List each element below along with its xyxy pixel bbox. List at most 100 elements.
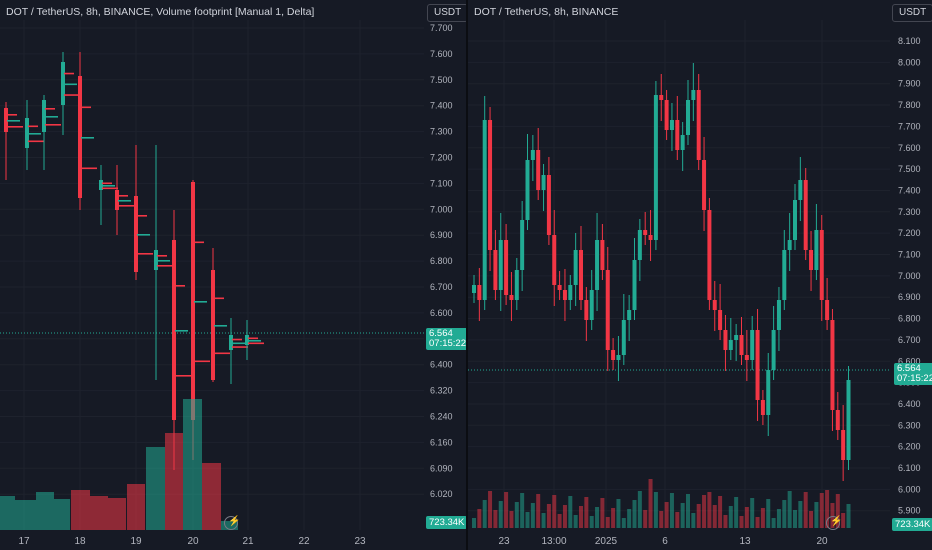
footprint-candle-body <box>99 180 103 190</box>
time-tick-label: 19 <box>130 536 142 547</box>
footprint-level-bar <box>175 285 185 287</box>
price-tick-label: 8.000 <box>898 57 921 67</box>
candle-body <box>648 235 653 240</box>
footprint-level-bar <box>118 195 128 197</box>
candle-body <box>814 230 819 270</box>
time-tick-label: 2025 <box>595 536 618 547</box>
volume-bar <box>653 492 658 528</box>
time-tick-label: 23 <box>354 536 366 547</box>
candle-body <box>579 250 583 300</box>
volume-bar <box>589 516 594 528</box>
time-tick-label: 18 <box>74 536 86 547</box>
footprint-candle-body <box>191 182 195 420</box>
time-tick-label: 13 <box>739 536 751 547</box>
candle-body <box>819 230 824 300</box>
candle-body <box>504 240 509 295</box>
volume-bar <box>696 504 701 528</box>
candle-body <box>755 330 760 400</box>
price-tick-label: 7.100 <box>430 178 453 188</box>
candle-body <box>766 370 771 415</box>
price-tick-label: 6.000 <box>898 484 921 494</box>
volume-bar <box>686 494 690 528</box>
footprint-level-bar <box>28 133 41 135</box>
price-tick-label: 7.200 <box>430 153 453 163</box>
candle-body <box>595 240 600 290</box>
footprint-candle-body <box>211 270 215 380</box>
volume-bar <box>675 512 680 528</box>
candle-body <box>552 235 557 285</box>
volume-bar <box>202 463 221 530</box>
volume-bar <box>632 500 637 528</box>
volume-bar <box>108 498 126 530</box>
candle-body <box>830 320 835 410</box>
footprint-chart-canvas[interactable]: 7.700 7.600 7.500 7.400 7.300 7.200 7.100 7.000… <box>0 0 466 550</box>
last-price-label: 6.564 07:15:22 <box>426 328 469 350</box>
candle-body <box>520 220 525 270</box>
volume-bar <box>702 495 707 528</box>
footprint-level-bar <box>194 241 204 244</box>
candle-body <box>568 285 573 300</box>
footprint-level-bar <box>81 167 97 170</box>
lightning-icon[interactable]: ⚡ <box>826 516 842 530</box>
price-tick-label: 6.800 <box>898 314 921 324</box>
price-tick-label: 7.500 <box>430 75 453 85</box>
price-tick-label: 6.600 <box>898 356 921 366</box>
footprint-level-bar <box>102 185 115 187</box>
volume-bar <box>520 493 525 528</box>
candle-body <box>653 95 658 240</box>
footprint-chart-pane[interactable]: 7.700 7.600 7.500 7.400 7.300 7.200 7.100 7.000… <box>0 0 469 550</box>
candle-body <box>472 285 476 293</box>
volume-bar <box>509 511 514 528</box>
volume-bar <box>595 507 600 528</box>
candle-body <box>536 150 541 190</box>
footprint-level-bar <box>64 72 74 75</box>
volume-bar <box>669 493 674 528</box>
candle-body <box>643 230 648 235</box>
price-tick-label: 6.400 <box>430 360 453 370</box>
price-tick-label: 6.200 <box>898 442 921 452</box>
volume-bar <box>760 508 765 528</box>
volume-bar <box>621 518 626 528</box>
candle-body <box>707 210 712 300</box>
pane-divider[interactable] <box>466 0 468 550</box>
volume-bar <box>525 512 530 528</box>
volume-bar <box>793 510 797 528</box>
time-tick-label: 22 <box>298 536 310 547</box>
volume-bar <box>514 502 519 528</box>
candle-body <box>488 120 493 250</box>
footprint-level-bar <box>102 182 112 185</box>
candle-body <box>589 290 594 320</box>
volume-label: 723.34K <box>892 518 932 531</box>
candle-body <box>680 135 685 150</box>
currency-button[interactable]: USDT <box>892 4 932 22</box>
candlestick-chart-pane[interactable]: 8.100 8.000 7.900 7.800 7.700 7.600 7.500 7.400… <box>468 0 932 550</box>
footprint-level-bar <box>64 94 80 96</box>
volume-bar <box>477 509 482 528</box>
footprint-level-bar <box>45 124 61 126</box>
volume-bar <box>691 513 696 528</box>
lightning-icon[interactable]: ⚡ <box>224 516 240 530</box>
price-tick-label: 5.900 <box>898 506 921 516</box>
price-tick-label: 8.100 <box>898 36 921 46</box>
volume-bar <box>54 499 70 530</box>
candle-body <box>702 160 707 210</box>
footprint-level-bar <box>232 346 248 348</box>
footprint-level-bar <box>214 325 227 327</box>
last-price-value: 6.564 <box>429 328 453 339</box>
volume-label: 723.34K <box>426 516 468 529</box>
volume-bar <box>787 491 792 528</box>
candle-body <box>616 355 621 360</box>
volume-bar <box>552 495 557 528</box>
currency-button[interactable]: USDT <box>427 4 469 22</box>
candle-body <box>825 300 830 320</box>
last-price-label: 6.564 07:15:22 <box>894 363 932 385</box>
footprint-level-bar <box>137 234 150 236</box>
volume-bar <box>643 510 648 528</box>
footprint-level-bar <box>45 116 58 118</box>
volume-bar <box>498 501 503 528</box>
volume-bar <box>712 505 717 528</box>
candlestick-chart-canvas[interactable]: 8.100 8.000 7.900 7.800 7.700 7.600 7.500 7.400… <box>468 0 932 550</box>
candle-body <box>664 100 669 130</box>
volume-bar <box>766 499 771 528</box>
price-tick-label: 7.000 <box>898 271 921 281</box>
